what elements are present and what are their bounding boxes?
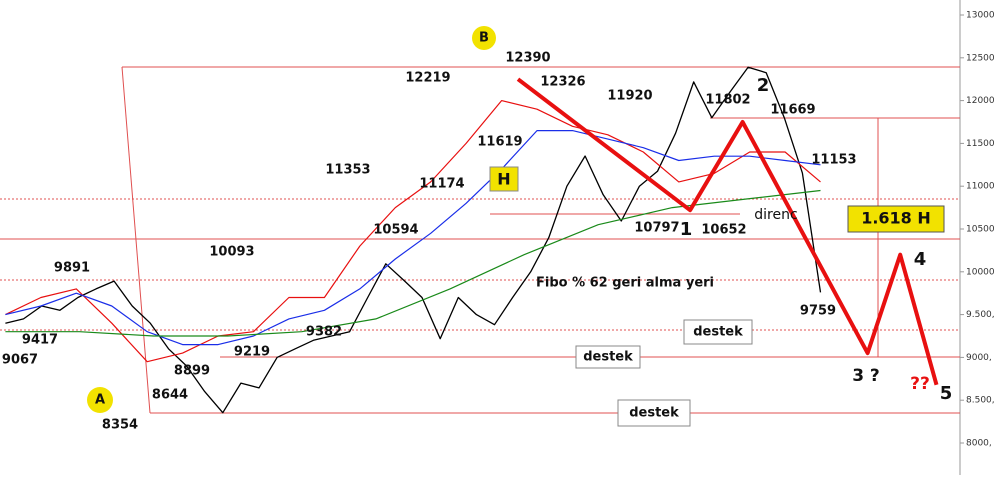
annotation: A: [95, 393, 105, 408]
annotation: 11153: [811, 153, 856, 168]
annotation: 11174: [419, 177, 464, 192]
marker-b: [472, 26, 496, 50]
y-tick-label: 8.500,: [966, 396, 995, 406]
y-tick-label: 10500: [966, 225, 995, 235]
annotation: 8899: [174, 364, 210, 379]
annotation: 1: [680, 219, 693, 240]
y-tick-label: 8000,: [966, 439, 992, 449]
annotation: 12326: [540, 75, 585, 90]
y-tick-label: 11500: [966, 139, 995, 149]
annotation: 9417: [22, 333, 58, 348]
annotation: 1.618 H: [861, 209, 931, 228]
annotation: 9891: [54, 261, 90, 276]
annotation: H: [497, 170, 510, 189]
annotation: 12390: [505, 51, 550, 66]
box: [489, 166, 519, 192]
annotation: 9382: [306, 325, 342, 340]
y-tick-label: 9.500,: [966, 310, 995, 320]
box: [683, 319, 753, 345]
y-tick-label: 11000: [966, 182, 995, 192]
annotation: 11353: [325, 163, 370, 178]
annotation: 10797: [634, 221, 679, 236]
annotation: 11920: [607, 89, 652, 104]
annotation: destek: [583, 350, 633, 365]
marker-a: [87, 387, 113, 413]
annotation: 10652: [701, 223, 746, 238]
annotation: 12219: [405, 71, 450, 86]
box: [575, 345, 641, 369]
annotation: destek: [629, 406, 679, 421]
annotation: ??: [910, 374, 930, 394]
annotation: 10594: [373, 223, 418, 238]
box: [617, 399, 691, 427]
price-line: [5, 66, 822, 414]
annotation: 4: [914, 249, 927, 270]
annotation: B: [479, 31, 489, 46]
y-tick-label: 12500: [966, 53, 995, 63]
annotation: destek: [693, 325, 743, 340]
annotation: 5: [940, 383, 953, 404]
annotation: 9219: [234, 345, 270, 360]
annotation: 8354: [102, 418, 138, 433]
y-tick-label: 9000,: [966, 353, 992, 363]
annotations: B 12390 12219 12326 11920 11802 2 11669 …: [2, 26, 952, 433]
annotation: 3 ?: [852, 366, 880, 386]
annotation: 11619: [477, 135, 522, 150]
y-tick-label: 12000: [966, 96, 995, 106]
projection-line: [516, 77, 939, 386]
annotation: 8644: [152, 388, 188, 403]
annotation: 9759: [800, 304, 836, 319]
box: [847, 205, 945, 233]
y-tick-label: 10000: [966, 267, 995, 277]
annotation: 10093: [209, 245, 254, 260]
annotation: 2: [757, 75, 770, 96]
moving-average: [5, 130, 821, 346]
annotation: 11669: [770, 103, 815, 118]
y-tick-label: 13000: [966, 11, 995, 21]
annotation: direnc: [754, 207, 797, 223]
moving-average: [5, 100, 821, 363]
annotation: Fibo % 62 geri alma yeri: [536, 276, 714, 291]
annotation: 11802: [705, 93, 750, 108]
plot-area: [0, 0, 960, 475]
series-layer: [5, 66, 939, 414]
annotation: 9067: [2, 353, 38, 368]
fibo-line: [121, 66, 151, 414]
